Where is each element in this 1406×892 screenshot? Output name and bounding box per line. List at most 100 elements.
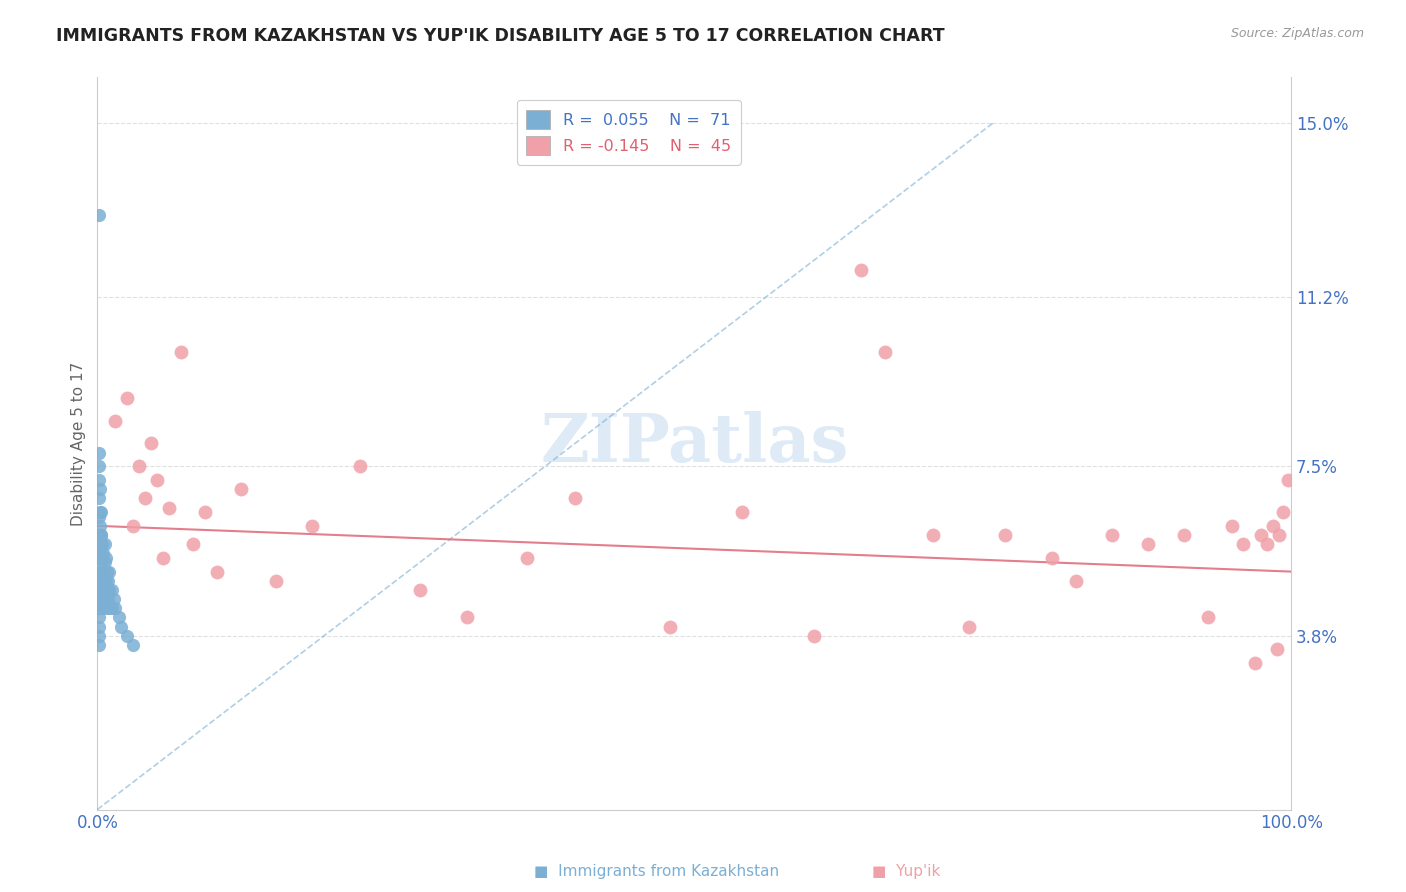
Point <box>91 592 114 607</box>
Point <box>922 528 945 542</box>
Point <box>205 565 228 579</box>
Point <box>1268 528 1291 542</box>
Point <box>1263 519 1285 533</box>
Point <box>87 509 110 524</box>
Point <box>266 574 288 588</box>
Point <box>89 482 111 496</box>
Point <box>93 574 115 588</box>
Point <box>91 537 114 551</box>
Point <box>89 601 111 615</box>
Point <box>1101 528 1123 542</box>
Point <box>91 582 114 597</box>
Point <box>93 592 115 607</box>
Point <box>103 592 125 607</box>
Point <box>96 582 118 597</box>
Point <box>91 582 114 597</box>
Y-axis label: Disability Age 5 to 17: Disability Age 5 to 17 <box>72 361 86 525</box>
Point <box>115 391 138 405</box>
Point <box>170 345 193 359</box>
Point <box>89 519 111 533</box>
Point <box>98 565 121 579</box>
Point <box>516 550 538 565</box>
Point <box>87 582 110 597</box>
Point <box>875 345 897 359</box>
Point <box>181 537 204 551</box>
Point <box>91 550 114 565</box>
Point <box>104 414 127 428</box>
Text: Source: ZipAtlas.com: Source: ZipAtlas.com <box>1230 27 1364 40</box>
Point <box>157 500 180 515</box>
Point <box>91 565 114 579</box>
Point <box>87 601 110 615</box>
Point <box>564 491 586 506</box>
Point <box>89 537 111 551</box>
Point <box>96 601 118 615</box>
Point <box>128 459 150 474</box>
Point <box>87 574 110 588</box>
Point <box>100 601 122 615</box>
Point <box>152 550 174 565</box>
Point <box>349 459 371 474</box>
Point <box>90 592 112 607</box>
Point <box>456 610 478 624</box>
Point <box>94 592 117 607</box>
Point <box>93 556 115 570</box>
Point <box>90 528 112 542</box>
Point <box>87 592 110 607</box>
Point <box>96 565 118 579</box>
Point <box>90 546 112 560</box>
Point <box>94 550 117 565</box>
Point <box>104 601 127 615</box>
Point <box>89 505 111 519</box>
Point <box>229 482 252 496</box>
Point <box>90 565 112 579</box>
Point <box>91 574 114 588</box>
Point <box>90 505 112 519</box>
Point <box>89 582 111 597</box>
Point <box>87 629 110 643</box>
Point <box>1265 642 1288 657</box>
Point <box>1277 473 1299 487</box>
Point <box>994 528 1017 542</box>
Point <box>1136 537 1159 551</box>
Point <box>731 505 754 519</box>
Point <box>91 601 114 615</box>
Point <box>97 574 120 588</box>
Point <box>90 582 112 597</box>
Text: ■  Yup'ik: ■ Yup'ik <box>872 863 941 879</box>
Point <box>90 528 112 542</box>
Point <box>1066 574 1088 588</box>
Point <box>110 619 132 633</box>
Point <box>87 459 110 474</box>
Point <box>97 592 120 607</box>
Text: ■  Immigrants from Kazakhstan: ■ Immigrants from Kazakhstan <box>534 863 779 879</box>
Point <box>122 638 145 652</box>
Point <box>93 537 115 551</box>
Point <box>139 436 162 450</box>
Point <box>100 582 122 597</box>
Point <box>87 445 110 459</box>
Point <box>1232 537 1254 551</box>
Point <box>89 592 111 607</box>
Point <box>146 473 169 487</box>
Point <box>89 574 111 588</box>
Point <box>94 574 117 588</box>
Point <box>87 610 110 624</box>
Point <box>851 262 873 277</box>
Point <box>301 519 323 533</box>
Point <box>87 473 110 487</box>
Point <box>1173 528 1195 542</box>
Point <box>659 619 682 633</box>
Point <box>409 582 432 597</box>
Point <box>87 208 110 222</box>
Point <box>122 519 145 533</box>
Point <box>957 619 980 633</box>
Point <box>87 550 110 565</box>
Point <box>1256 537 1278 551</box>
Point <box>98 582 121 597</box>
Point <box>1220 519 1243 533</box>
Point <box>89 528 111 542</box>
Point <box>91 582 114 597</box>
Text: IMMIGRANTS FROM KAZAKHSTAN VS YUP'IK DISABILITY AGE 5 TO 17 CORRELATION CHART: IMMIGRANTS FROM KAZAKHSTAN VS YUP'IK DIS… <box>56 27 945 45</box>
Point <box>98 601 121 615</box>
